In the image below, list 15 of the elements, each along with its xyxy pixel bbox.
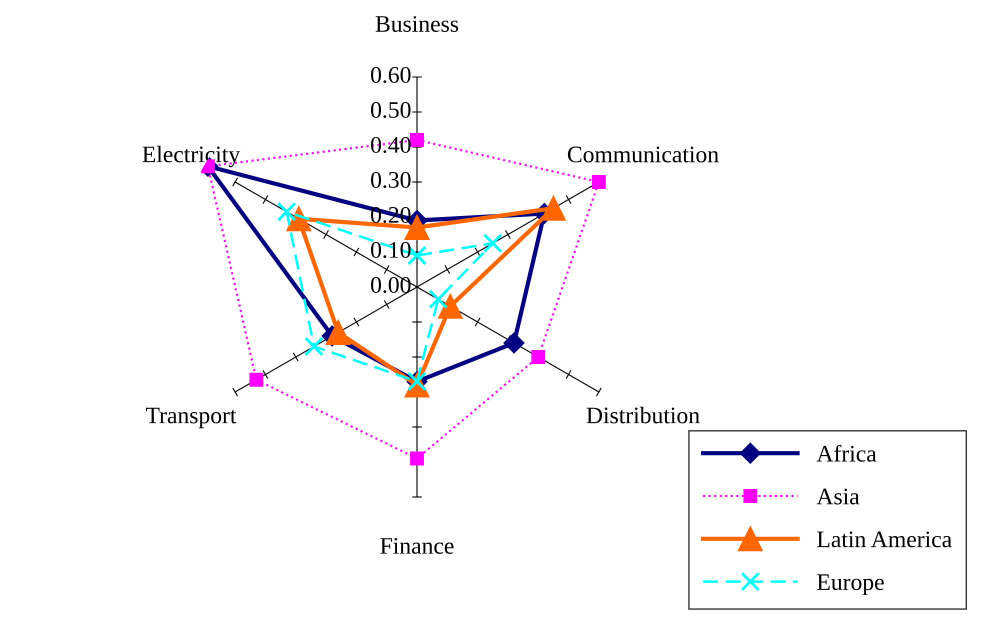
legend-label: Europe (817, 574, 884, 595)
legend-label: Asia (816, 488, 860, 504)
y-tick-label: 0.40 (371, 136, 411, 154)
spoke-label: Distribution (586, 406, 700, 424)
y-tick-label: 0.50 (371, 102, 411, 118)
spoke-label: Business (376, 16, 458, 32)
y-tick-label: 0.60 (371, 66, 411, 84)
spoke-label: Finance (380, 538, 454, 554)
spoke-label: Transport (146, 408, 236, 428)
legend-label: Africa (816, 444, 876, 462)
y-tick-label: 0.30 (371, 172, 411, 188)
y-tick-label: 0.00 (371, 276, 411, 294)
spoke-label: Communication (568, 146, 719, 162)
legend-label: Latin America (817, 531, 952, 548)
spoke-label: Electricity (142, 146, 240, 168)
